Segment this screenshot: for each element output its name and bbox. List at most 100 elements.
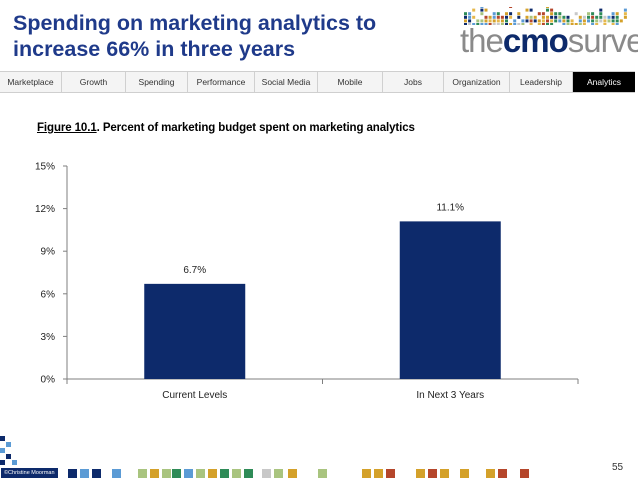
logo-the: the [460, 22, 504, 59]
figure-caption-text: . Percent of marketing budget spent on m… [96, 122, 415, 134]
tab-analytics[interactable]: Analytics [573, 72, 635, 92]
logo-dot [570, 19, 574, 23]
logo-dot [558, 15, 562, 19]
footer-square [416, 469, 425, 478]
logo-dot [554, 15, 558, 19]
logo-dot [505, 19, 508, 23]
logo-dot [582, 15, 586, 19]
logo-dot [496, 19, 500, 23]
y-tick-label: 6% [41, 289, 56, 300]
logo-dot [623, 12, 627, 16]
slide-title-line-1: Spending on marketing analytics to [13, 11, 377, 35]
logo-dot [533, 19, 537, 23]
tab-organization[interactable]: Organization [444, 72, 510, 92]
logo-dot [541, 23, 545, 25]
footer-square [12, 460, 17, 465]
logo-dot [517, 23, 521, 25]
logo-dot [599, 19, 603, 23]
logo-dot [578, 23, 582, 25]
logo-dot [496, 23, 500, 25]
logo-dot [599, 8, 603, 12]
logo-dot [529, 15, 533, 19]
y-tick-label: 9% [41, 247, 56, 258]
logo-dot [546, 7, 549, 8]
footer-square [162, 469, 171, 478]
logo-dot [546, 15, 549, 19]
slide-title: Spending on marketing analytics to incre… [13, 10, 433, 62]
y-tick-label: 15% [35, 162, 55, 173]
bar-chart: 0% 3% 6% 9% 12% 15% 6.7% Current Levels 11.1% In … [35, 162, 579, 401]
logo-dot [591, 19, 595, 23]
logo-dot [529, 8, 533, 12]
logo-dot [500, 15, 504, 19]
logo-dot [578, 19, 582, 23]
tab-performance[interactable]: Performance [188, 72, 255, 92]
tab-growth[interactable]: Growth [62, 72, 126, 92]
bar-in-next-3-years [399, 221, 501, 379]
logo-dot [615, 19, 619, 23]
tab-spending[interactable]: Spending [126, 72, 188, 92]
footer-square [0, 460, 5, 465]
footer-square [112, 469, 121, 478]
x-category-label: Current Levels [162, 390, 227, 401]
logo-dot [464, 23, 467, 25]
logo-wordmark: thecmosurvey [460, 22, 638, 60]
logo-dot [509, 15, 513, 19]
logo-dot [566, 23, 570, 25]
logo-dot [476, 19, 480, 23]
figure-caption: Figure 10.1. Percent of marketing budget… [37, 122, 415, 134]
logo-dot [525, 19, 529, 23]
logo-dot [492, 15, 496, 19]
footer-square [208, 469, 217, 478]
logo-dot [468, 12, 472, 16]
footer-square [138, 469, 147, 478]
logo-dot [623, 15, 627, 19]
logo-dot [611, 19, 615, 23]
logo-dot [488, 15, 492, 19]
page-number: 55 [612, 462, 624, 473]
logo-dot [611, 15, 615, 19]
logo-dot [484, 15, 488, 19]
logo-dot [595, 19, 599, 23]
logo-dot [611, 23, 615, 25]
logo-dot [484, 19, 488, 23]
logo-dot [480, 23, 484, 25]
logo-dot [574, 12, 578, 16]
logo-dot [546, 19, 549, 23]
logo-dot [570, 23, 574, 25]
logo-dot [587, 19, 590, 23]
logo-dot [591, 23, 595, 25]
logo-dot [537, 12, 541, 16]
logo-dot [550, 12, 554, 16]
y-tick-label: 3% [41, 332, 56, 343]
footer-square [244, 469, 253, 478]
logo-dot-pattern [464, 7, 627, 25]
logo-dot [591, 15, 595, 19]
y-tick-label: 0% [41, 375, 56, 386]
tab-jobs[interactable]: Jobs [383, 72, 444, 92]
footer-square [0, 448, 5, 453]
logo-dot [488, 23, 492, 25]
logo-dot [509, 7, 513, 8]
x-category-label: In Next 3 Years [416, 390, 484, 401]
logo-dot [492, 12, 496, 16]
tab-social-media[interactable]: Social Media [255, 72, 318, 92]
logo-dot [525, 15, 529, 19]
bar-data-label: 11.1% [436, 202, 464, 213]
logo-dot [492, 19, 496, 23]
tab-mobile[interactable]: Mobile [318, 72, 383, 92]
logo-dot [550, 8, 554, 12]
tab-marketplace[interactable]: Marketplace [0, 72, 62, 92]
footer-square [220, 469, 229, 478]
logo-dot [558, 12, 562, 16]
logo-dot [480, 8, 484, 12]
footer-square [274, 469, 283, 478]
footer-square [68, 469, 77, 478]
logo-dot [468, 23, 472, 25]
logo-dot [472, 15, 476, 19]
logo-dot [541, 19, 545, 23]
logo-dot [558, 19, 562, 23]
tab-leadership[interactable]: Leadership [510, 72, 573, 92]
logo-dot [562, 19, 566, 23]
logo-dot [554, 19, 558, 23]
